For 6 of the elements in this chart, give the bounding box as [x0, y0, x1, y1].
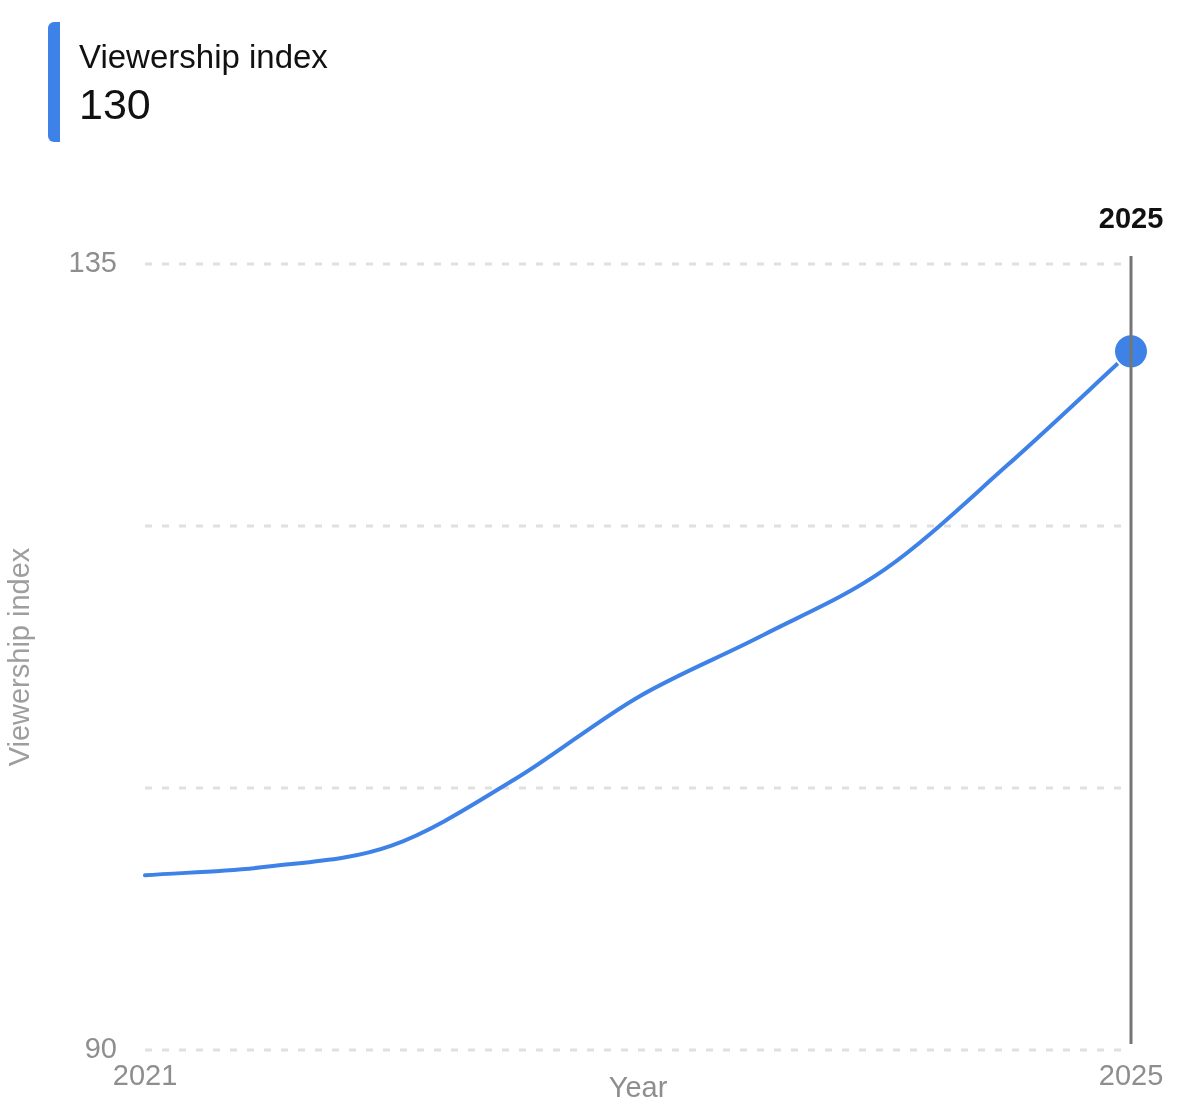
- y-axis-title: Viewership index: [3, 547, 36, 767]
- text: 130: [48, 74, 151, 142]
- legend-label: Viewership index: [48, 22, 328, 75]
- ref-line-label: 2025: [1098, 201, 1164, 234]
- y-tick-label: 135: [68, 246, 117, 278]
- x-axis-title: Year: [608, 1070, 668, 1103]
